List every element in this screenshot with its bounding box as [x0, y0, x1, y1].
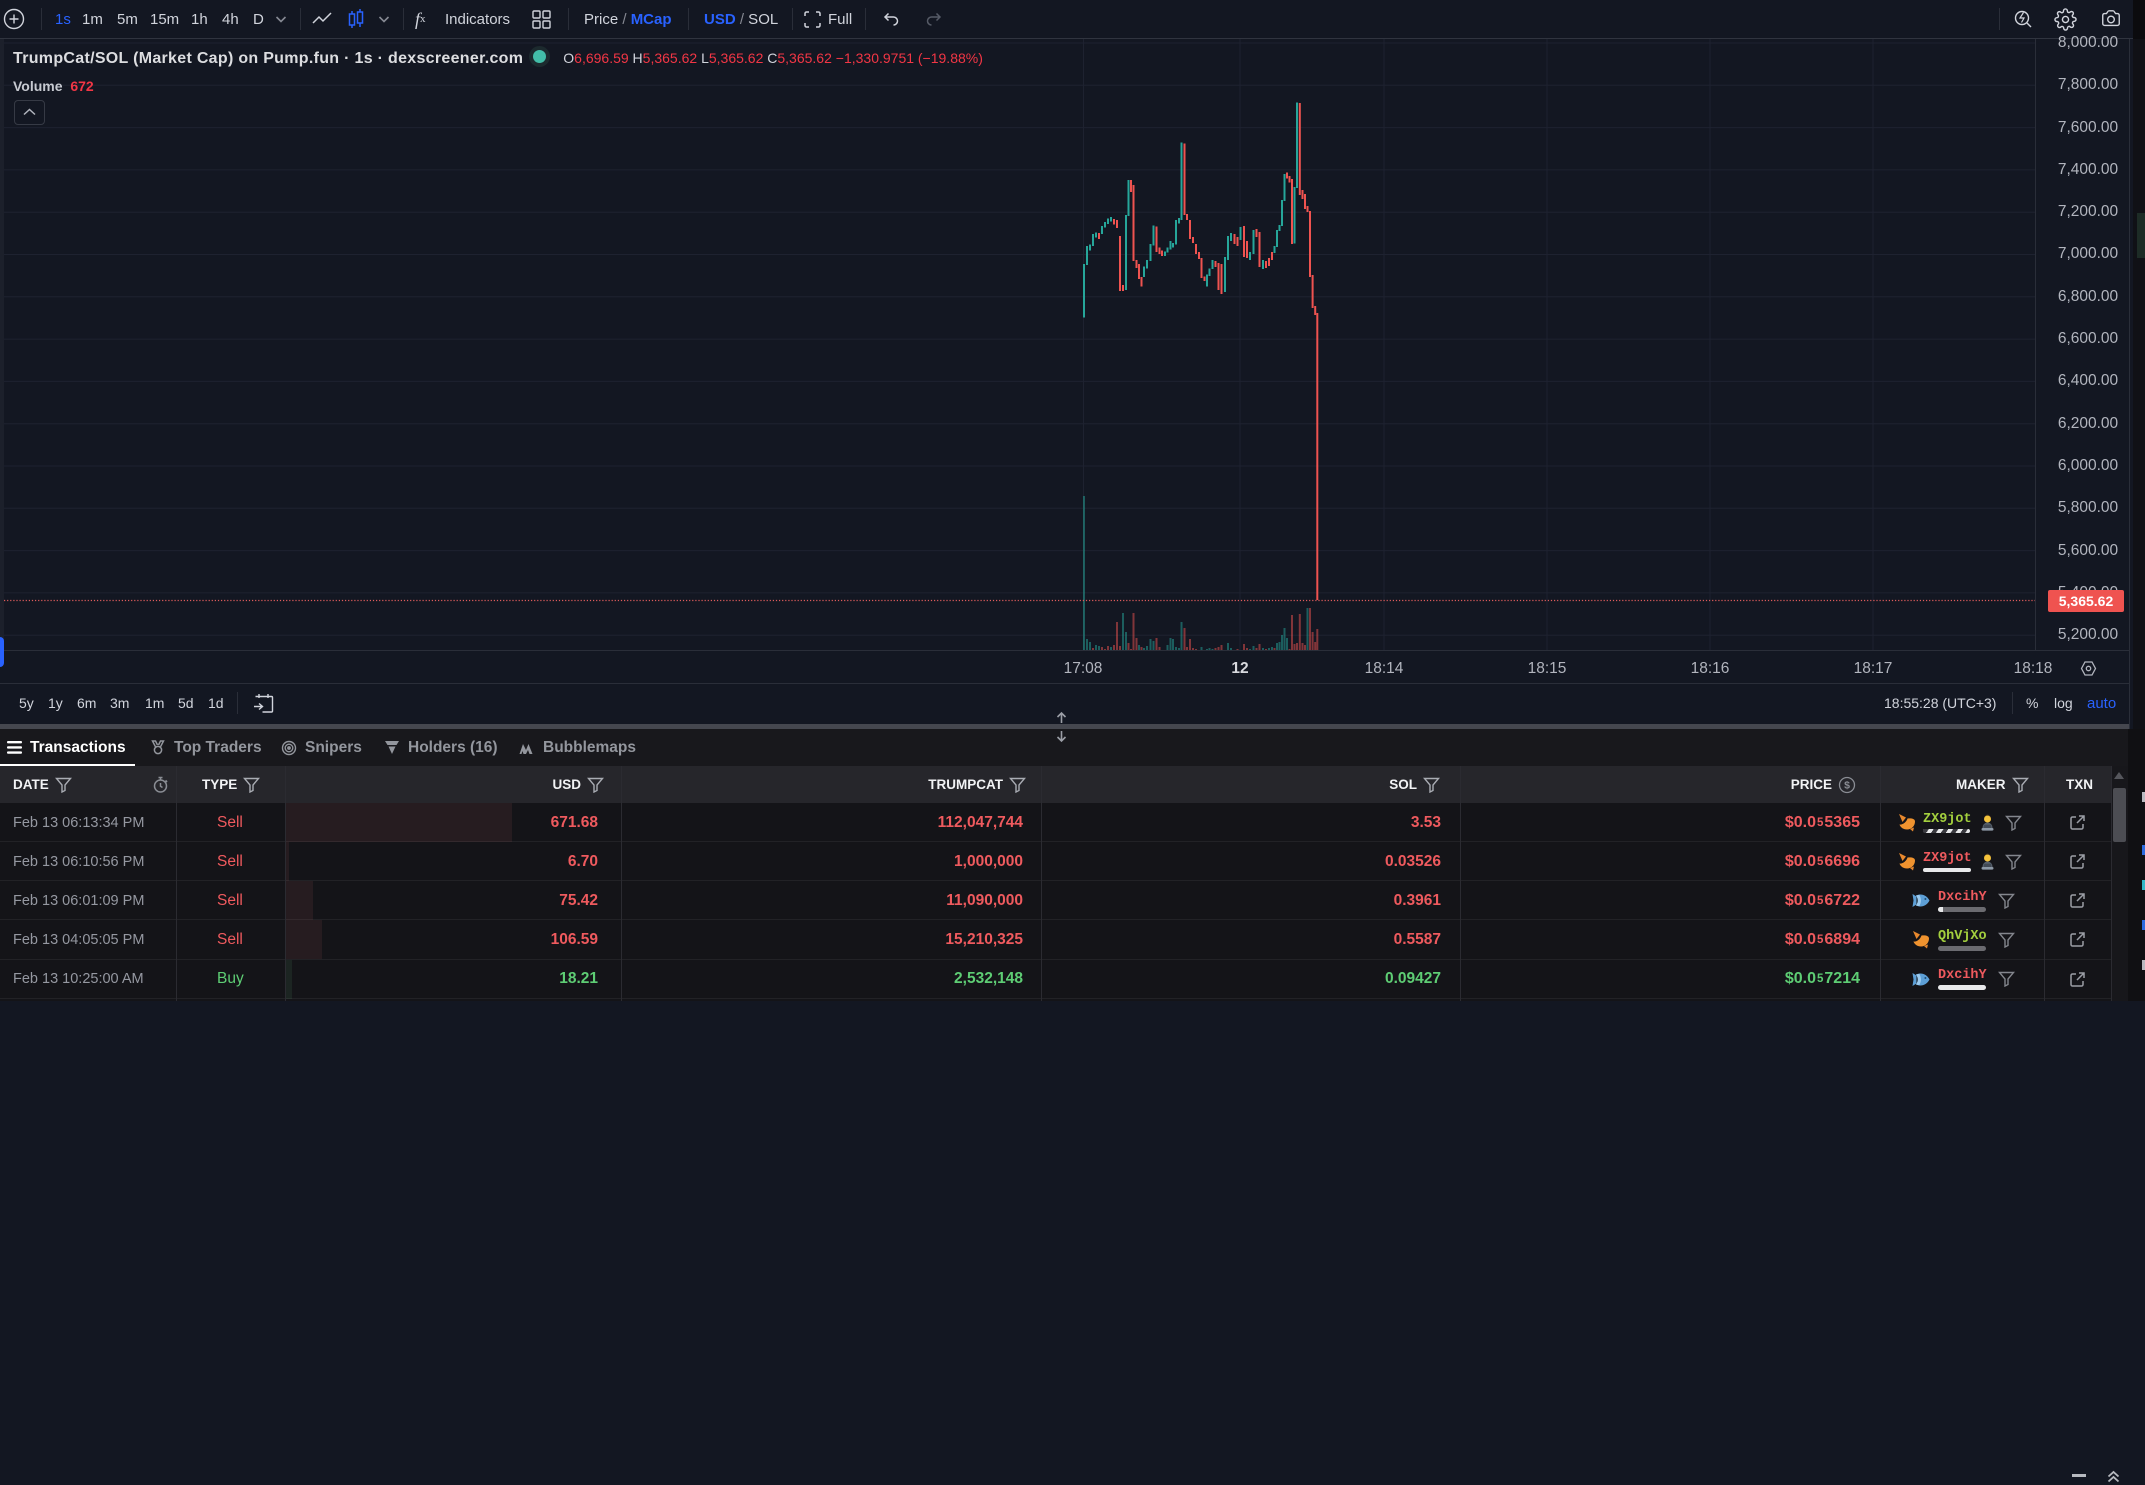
svg-text:$: $: [1844, 779, 1850, 791]
